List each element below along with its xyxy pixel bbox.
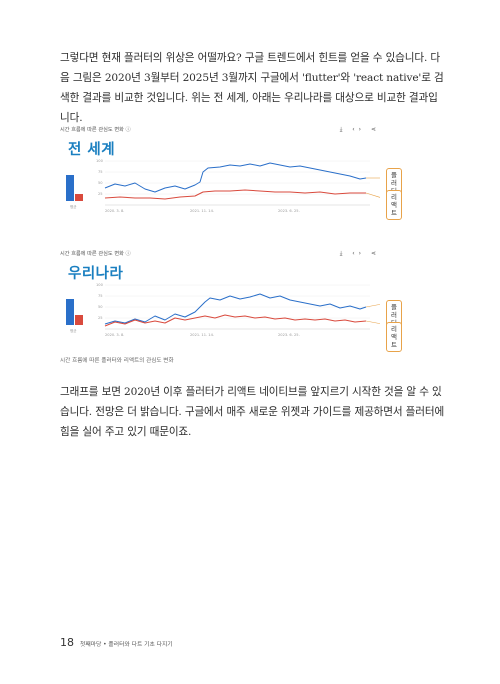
chart-tools-icons[interactable]: ⤓ ‹› ⋖ [339, 126, 380, 133]
callout-leader-flutter [365, 304, 380, 308]
x-tick: 2020. 3. 8. [105, 209, 124, 213]
x-tick: 2021. 11. 14. [190, 333, 214, 337]
avg-bar-react [75, 194, 83, 201]
y-tick: 100 [96, 159, 104, 163]
y-tick: 75 [98, 294, 103, 298]
x-tick: 2021. 11. 14. [190, 209, 214, 213]
y-tick: 100 [96, 283, 104, 287]
chart-tools-icons[interactable]: ⤓ ‹› ⋖ [339, 250, 380, 257]
y-tick: 25 [98, 316, 103, 320]
callout-react: 리액트 [386, 190, 402, 220]
x-tick: 2023. 6. 25. [278, 209, 300, 213]
avg-label: 평균 [70, 204, 77, 209]
y-tick: 50 [98, 181, 103, 185]
react-series-line [104, 189, 366, 200]
intro-paragraph: 그렇다면 현재 플러터의 위상은 어떨까요? 구글 트렌드에서 힌트를 얻을 수… [60, 52, 444, 124]
avg-bar-react [75, 315, 83, 325]
x-tick: 2023. 6. 25. [278, 333, 300, 337]
trend-chart-svg: 평균 100 75 50 25 2020. 3. 8. 2021. 11. 14… [66, 159, 380, 213]
chart-panel-title: 시간 흐름에 따른 관심도 변화 ⓘ [60, 127, 131, 133]
y-tick: 25 [98, 192, 103, 196]
page-number: 18 [60, 636, 74, 649]
flutter-series-line [104, 293, 367, 325]
react-series-line [104, 314, 367, 327]
page-footer: 18 첫째마당 • 플러터와 다트 기초 다지기 [60, 636, 173, 649]
flutter-series-line [104, 162, 367, 193]
y-tick: 50 [98, 305, 103, 309]
conclusion-paragraph: 그래프를 보면 2020년 이후 플러터가 리액트 네이티브를 앞지르기 시작한… [60, 386, 445, 438]
y-tick: 75 [98, 170, 103, 174]
callout-leader-react [365, 192, 380, 198]
callout-leader-react [365, 320, 380, 324]
avg-bar-flutter [66, 175, 74, 201]
chart-panel-title: 시간 흐름에 따른 관심도 변화 ⓘ [60, 251, 131, 257]
trend-chart-svg: 평균 100 75 50 25 2020. 3. 8. 2021. 11. 14… [66, 283, 380, 337]
callout-react: 리액트 [386, 322, 402, 352]
trend-chart-korea: 시간 흐름에 따른 관심도 변화 ⓘ ⤓ ‹› ⋖ 우리나라 평균 100 75… [60, 250, 402, 360]
avg-bar-flutter [66, 299, 74, 325]
trend-chart-worldwide: 시간 흐름에 따른 관심도 변화 ⓘ ⤓ ‹› ⋖ 전 세계 평균 100 75… [60, 126, 402, 236]
running-head: 첫째마당 • 플러터와 다트 기초 다지기 [80, 642, 173, 648]
region-label: 전 세계 [68, 142, 116, 158]
avg-label: 평균 [70, 328, 77, 333]
x-tick: 2020. 3. 8. [105, 333, 124, 337]
region-label: 우리나라 [68, 266, 124, 282]
figure-caption: 시간 흐름에 따른 플러터와 리액트의 관심도 변화 [60, 358, 174, 364]
